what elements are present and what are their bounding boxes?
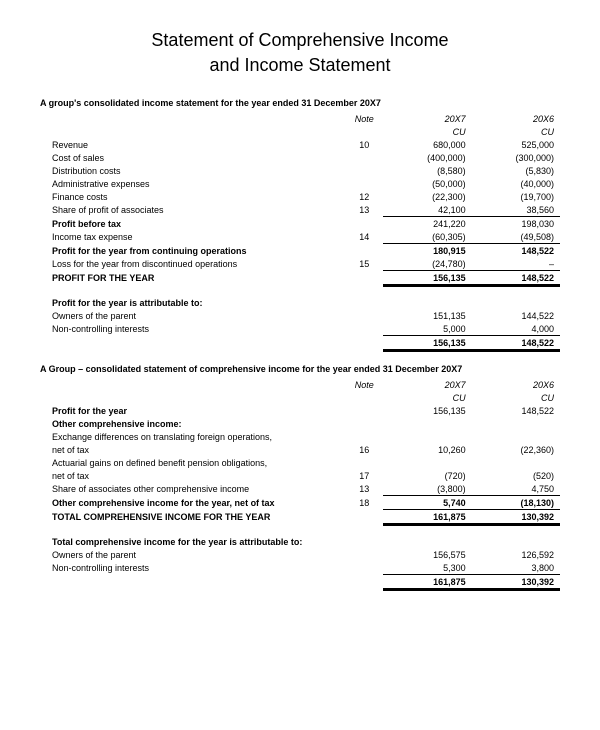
table-row: Revenue10680,000525,000: [40, 138, 560, 151]
section2-heading: A Group – consolidated statement of comp…: [40, 364, 560, 374]
table-row: Administrative expenses(50,000)(40,000): [40, 177, 560, 190]
hdr-note: Note: [345, 112, 383, 125]
profit-continuing: Profit for the year from continuing oper…: [40, 244, 560, 258]
comprehensive-income-table: Note 20X7 20X6 CU CU Profit for the year…: [40, 378, 560, 589]
profit-before-tax: Profit before tax241,220198,030: [40, 217, 560, 231]
hdr-cu2: CU: [472, 391, 560, 404]
table-row: Share of profit of associates1342,10038,…: [40, 203, 560, 217]
hdr-note: Note: [345, 378, 383, 391]
hdr-y2: 20X6: [472, 378, 560, 391]
table-row: Distribution costs(8,580)(5,830): [40, 164, 560, 177]
hdr-cu2: CU: [472, 125, 560, 138]
attrib-heading: Total comprehensive income for the year …: [40, 535, 560, 548]
section1-heading: A group's consolidated income statement …: [40, 98, 560, 108]
title-line-2: and Income Statement: [40, 55, 560, 76]
total-comprehensive-income: TOTAL COMPREHENSIVE INCOME FOR THE YEAR1…: [40, 510, 560, 524]
table-row: Exchange differences on translating fore…: [40, 430, 560, 443]
table-row: net of tax17(720)(520): [40, 469, 560, 482]
attrib-total: 156,135148,522: [40, 336, 560, 350]
hdr-y2: 20X6: [472, 112, 560, 125]
loss-discontinued: Loss for the year from discontinued oper…: [40, 257, 560, 271]
hdr-cu1: CU: [383, 125, 471, 138]
table-row: Owners of the parent156,575126,592: [40, 548, 560, 561]
income-statement-table: Note 20X7 20X6 CU CU Revenue10680,000525…: [40, 112, 560, 350]
table-row: Finance costs12(22,300)(19,700): [40, 190, 560, 203]
hdr-y1: 20X7: [383, 378, 471, 391]
income-tax-expense: Income tax expense14(60,305)(49,508): [40, 230, 560, 244]
table-row: net of tax1610,260(22,360): [40, 443, 560, 456]
attrib-total: 161,875130,392: [40, 575, 560, 589]
hdr-cu1: CU: [383, 391, 471, 404]
profit-for-year: PROFIT FOR THE YEAR156,135148,522: [40, 271, 560, 285]
table-row: Cost of sales(400,000)(300,000): [40, 151, 560, 164]
oci-heading: Other comprehensive income:: [40, 417, 560, 430]
hdr-y1: 20X7: [383, 112, 471, 125]
attrib-heading: Profit for the year is attributable to:: [40, 296, 560, 309]
title-line-1: Statement of Comprehensive Income: [40, 30, 560, 51]
table-row: Non-controlling interests5,0004,000: [40, 322, 560, 336]
table-row: Owners of the parent151,135144,522: [40, 309, 560, 322]
profit-for-year: Profit for the year156,135148,522: [40, 404, 560, 417]
table-row: Non-controlling interests5,3003,800: [40, 561, 560, 575]
table-row: Share of associates other comprehensive …: [40, 482, 560, 496]
table-row: Actuarial gains on defined benefit pensi…: [40, 456, 560, 469]
oci-net: Other comprehensive income for the year,…: [40, 496, 560, 510]
